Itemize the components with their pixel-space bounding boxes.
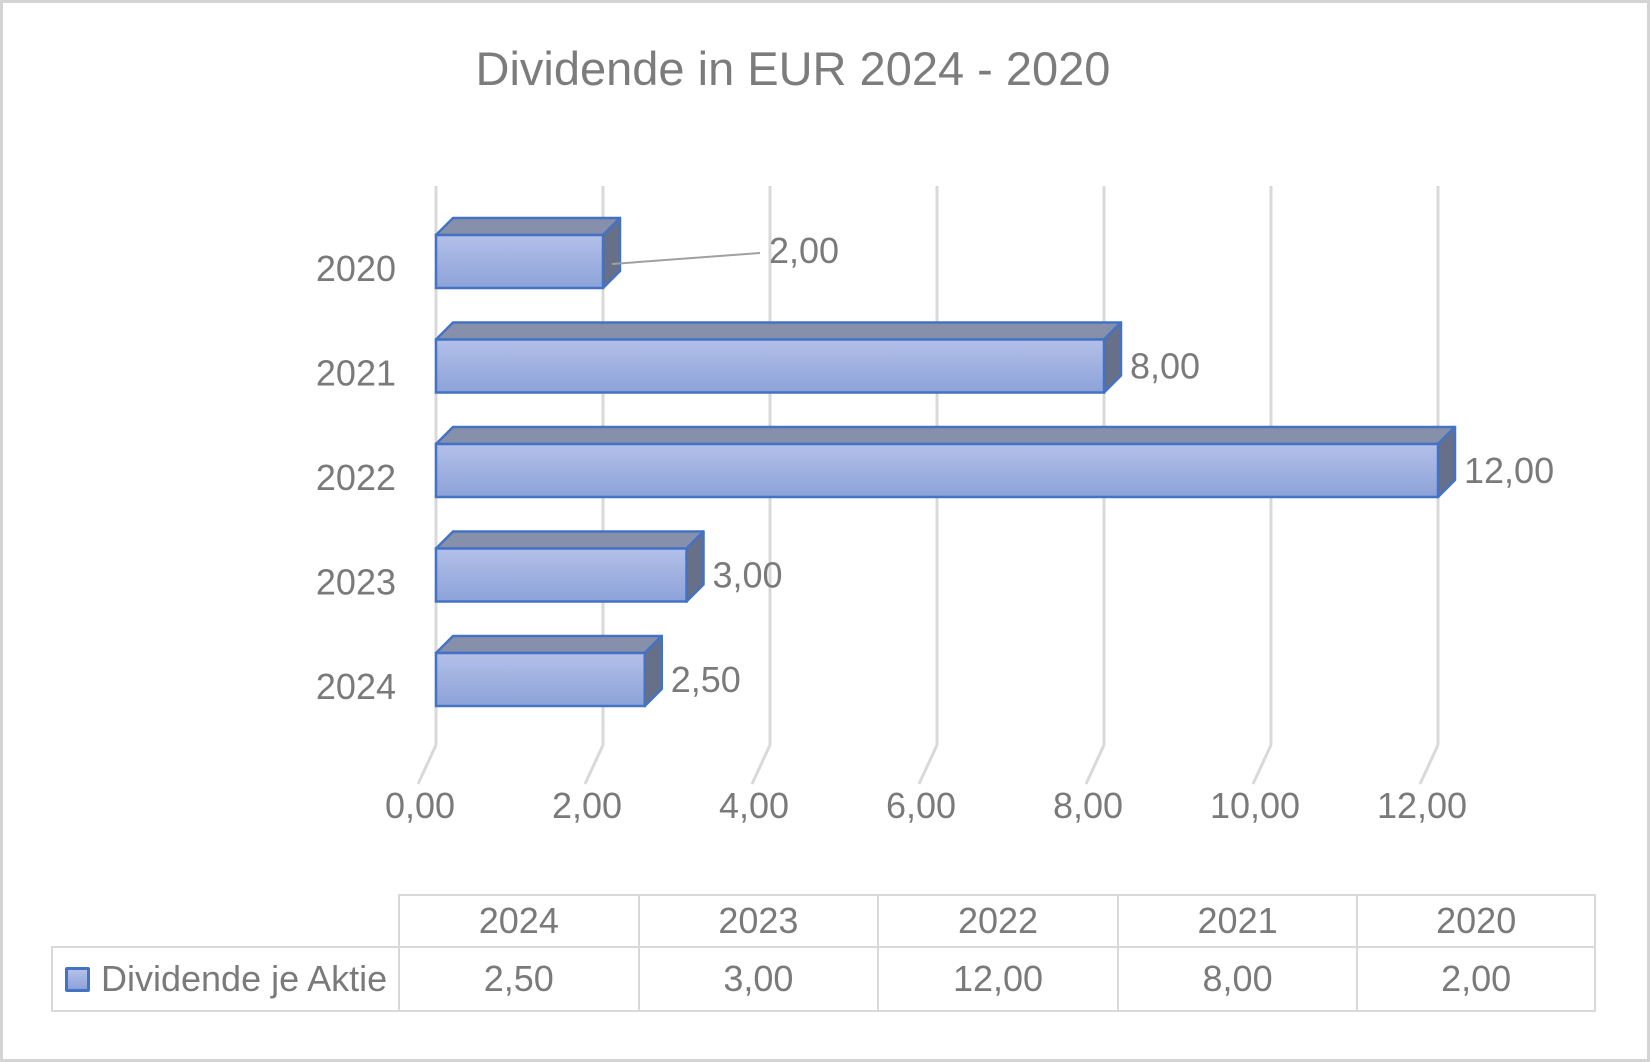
table-col-header-2: 2023 <box>637 894 878 946</box>
bar-top-face <box>434 530 705 550</box>
gridline-foot-0,00 <box>416 744 438 785</box>
table-corner-cell <box>51 894 398 946</box>
table-col-header-1: 2024 <box>398 894 638 946</box>
bar-front-face <box>434 442 1440 499</box>
data-label-2021: 8,00 <box>1130 346 1200 387</box>
gridline-foot-2,00 <box>583 744 605 785</box>
table-col-header-4: 2021 <box>1116 894 1357 946</box>
leader-line-2020 <box>611 252 761 265</box>
data-table: 2024 2023 2022 2021 2020 Dividende je Ak… <box>51 894 1596 1012</box>
category-label-2020: 2020 <box>316 248 396 289</box>
table-value-cell-3: 12,00 <box>877 946 1117 1012</box>
gridline-foot-12,00 <box>1418 744 1440 785</box>
x-tick-label-6,00: 6,00 <box>886 785 956 826</box>
bar-front-face <box>434 651 646 708</box>
table-value-cell-2: 3,00 <box>637 946 878 1012</box>
bar-2022 <box>434 425 1457 499</box>
category-label-2024: 2024 <box>316 666 396 707</box>
table-col-header-3: 2022 <box>877 894 1117 946</box>
legend-series-label: Dividende je Aktie <box>101 958 388 999</box>
data-label-2023: 3,00 <box>713 555 783 596</box>
x-tick-label-4,00: 4,00 <box>719 785 789 826</box>
bar-front-face <box>434 233 605 290</box>
bar-front-face <box>434 338 1106 394</box>
bar-top-face <box>434 634 663 655</box>
gridline-foot-8,00 <box>1084 744 1106 785</box>
x-tick-label-8,00: 8,00 <box>1053 785 1123 826</box>
table-value-cell-4: 8,00 <box>1116 946 1357 1012</box>
bar-2024 <box>434 634 663 708</box>
bar-top-face <box>434 425 1457 446</box>
bar-top-face <box>434 216 622 237</box>
bar-chart-plot-area: 0,00 2,00 4,00 6,00 8,00 10,00 12,00 2020 2,00 20… <box>316 186 1554 826</box>
category-label-2022: 2022 <box>316 457 396 498</box>
x-tick-label-12,00: 12,00 <box>1377 785 1467 826</box>
bar-top-face <box>434 321 1123 341</box>
gridline-foot-10,00 <box>1251 744 1273 785</box>
legend-cell: Dividende je Aktie <box>51 946 398 1012</box>
bar-2023 <box>434 530 705 603</box>
table-value-cell-1: 2,50 <box>398 946 638 1012</box>
data-label-2022: 12,00 <box>1464 450 1554 491</box>
category-label-2023: 2023 <box>316 562 396 603</box>
chart-title: Dividende in EUR 2024 - 2020 <box>475 42 1111 95</box>
bar-2021 <box>434 321 1123 394</box>
data-label-2024: 2,50 <box>671 659 741 700</box>
table-value-cell-5: 2,00 <box>1356 946 1596 1012</box>
bar-2020 <box>434 216 622 290</box>
bar-front-face <box>434 547 688 603</box>
series-legend-swatch-icon <box>65 966 90 992</box>
x-tick-label-0,00: 0,00 <box>385 785 455 826</box>
gridline-foot-6,00 <box>917 744 939 785</box>
data-label-2020: 2,00 <box>769 230 839 271</box>
table-col-header-5: 2020 <box>1356 894 1596 946</box>
x-tick-label-2,00: 2,00 <box>552 785 622 826</box>
x-tick-label-10,00: 10,00 <box>1210 785 1300 826</box>
gridline-foot-4,00 <box>750 744 772 785</box>
category-label-2021: 2021 <box>316 353 396 394</box>
